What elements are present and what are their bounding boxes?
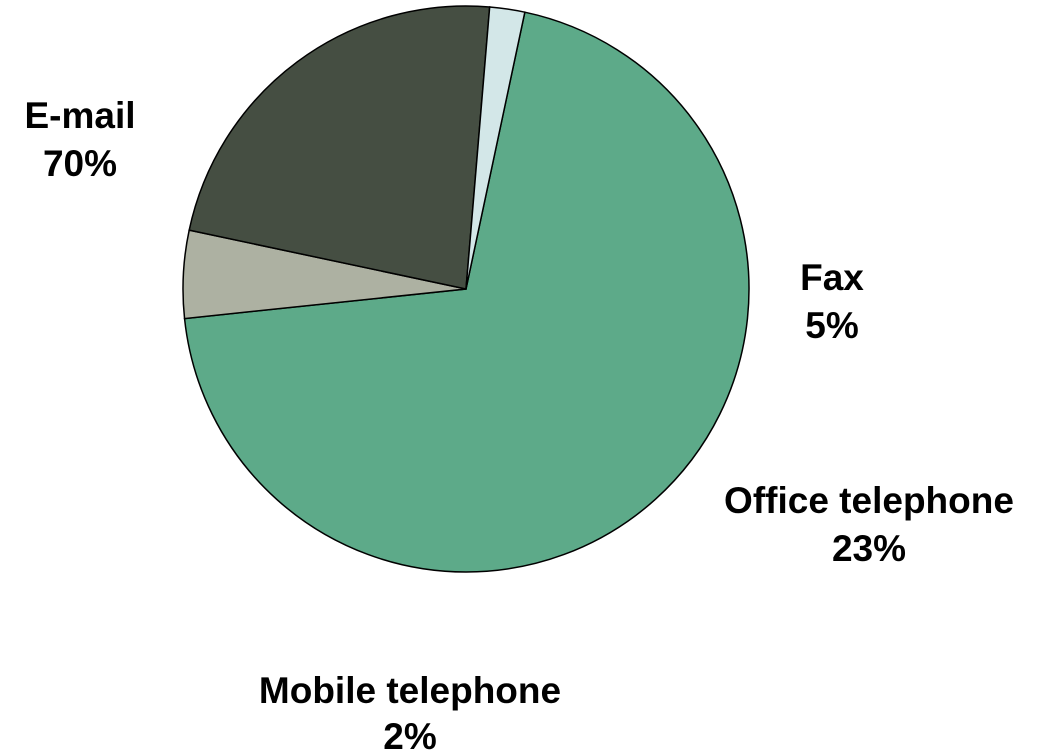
label-email-value: 70%: [43, 143, 117, 184]
label-mobile-telephone-value: 2%: [383, 716, 436, 756]
label-fax-value: 5%: [805, 305, 858, 346]
pie-slices: [182, 5, 750, 573]
label-fax-name: Fax: [800, 257, 864, 298]
pie-slice-mobile-telephone: [465, 6, 526, 290]
label-email-name: E-mail: [24, 95, 135, 136]
label-office-telephone-value: 23%: [832, 528, 906, 569]
label-office-telephone-name: Office telephone: [724, 480, 1014, 521]
pie-slice-e-mail: [183, 11, 750, 573]
pie-slice-office-telephone: [188, 5, 491, 290]
label-mobile-telephone-name: Mobile telephone: [259, 670, 561, 711]
